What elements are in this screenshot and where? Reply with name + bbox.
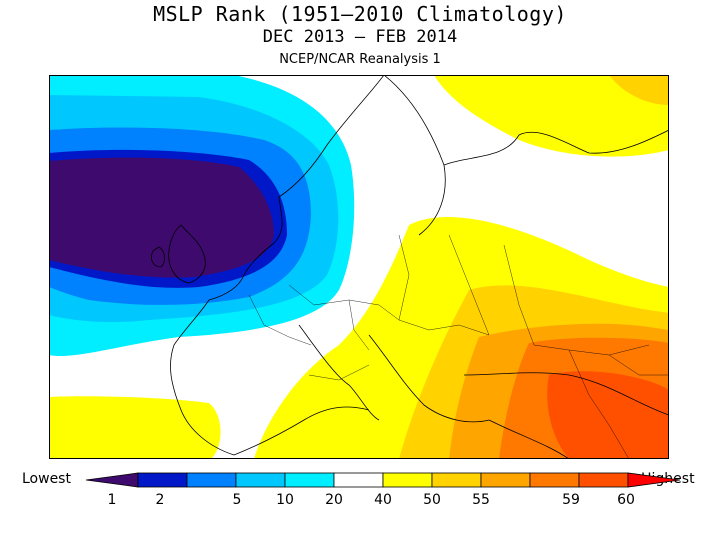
- legend-highest-triangle: [627, 472, 681, 488]
- legend-color-box: [235, 472, 286, 488]
- legend-color-box: [333, 472, 384, 488]
- field-slightly-above-southwest: [49, 396, 221, 459]
- legend-color-box: [578, 472, 629, 488]
- legend-tick-label: 55: [472, 492, 490, 508]
- legend-low-label: Lowest: [22, 471, 71, 487]
- legend-color-box: [186, 472, 237, 488]
- chart-subtitle: DEC 2013 – FEB 2014: [262, 27, 458, 47]
- rank-map: [49, 75, 669, 459]
- data-source: NCEP/NCAR Reanalysis 1: [279, 52, 441, 67]
- legend-color-box: [137, 472, 188, 488]
- coastlines: [151, 75, 669, 459]
- legend-color-box: [431, 472, 482, 488]
- color-legend: 1 2 5 10 20 40 50 55 59 60: [85, 472, 681, 508]
- field-above-northeast: [609, 75, 669, 105]
- legend-tick-label: 60: [617, 492, 635, 508]
- legend-tick-label: 59: [562, 492, 580, 508]
- legend-color-box: [382, 472, 433, 488]
- legend-color-box: [480, 472, 531, 488]
- map-frame: [49, 75, 669, 459]
- legend-tick-label: 1: [108, 492, 117, 508]
- legend-tick-label: 5: [233, 492, 242, 508]
- field-lowest: [49, 157, 274, 278]
- field-slightly-above-northeast: [434, 75, 669, 157]
- legend-tick-label: 2: [156, 492, 165, 508]
- legend-color-box: [284, 472, 335, 488]
- legend-color-box: [529, 472, 580, 488]
- legend-tick-label: 10: [276, 492, 294, 508]
- legend-tick-label: 40: [374, 492, 392, 508]
- political-borders: [248, 234, 669, 459]
- chart-title: MSLP Rank (1951–2010 Climatology): [153, 2, 567, 26]
- legend-lowest-triangle: [85, 472, 139, 488]
- field-extreme-southeast: [547, 371, 669, 459]
- legend-tick-label: 20: [325, 492, 343, 508]
- legend-tick-label: 50: [423, 492, 441, 508]
